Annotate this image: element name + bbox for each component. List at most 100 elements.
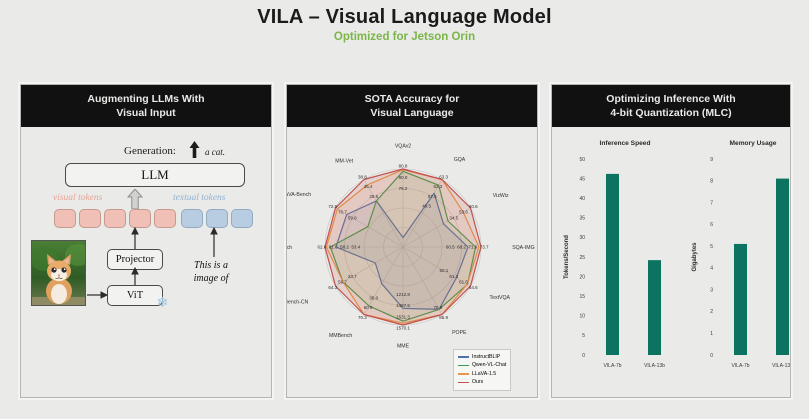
x-axis-tick: VILA-7b (731, 363, 749, 369)
panel-2-body: VQAv2 80.8 80.0 78.2 GQA 63.3 63.3 57.5 49.5 VizW… (262, 127, 537, 397)
radar-value-label: 80.8 (399, 164, 408, 169)
bar-chart-0: Inference Speed50454035302520151050Token… (564, 140, 665, 369)
bar-chart-1: Memory Usage 9 8 7 6 5 4 3 2 1 0 Gigabytes VILA-7b VI… (692, 140, 793, 369)
textual-tokens-label: textual tokens (173, 193, 226, 203)
radar-axis-label-mmbench-cn: MMBench-CN (287, 300, 309, 306)
vit-block: ViT (107, 285, 163, 306)
visual-token (154, 209, 176, 228)
input-image-cat (31, 240, 86, 306)
y-axis-tick: 9 (710, 157, 713, 163)
radar-value-label: 85.9 (439, 315, 448, 320)
radar-value-label: 34.5 (449, 215, 458, 220)
radar-value-label: 60.6 (364, 305, 373, 310)
visual-token (54, 209, 76, 228)
radar-value-label: 64.3 (328, 285, 337, 290)
text-prompt: This is a image of (175, 260, 247, 285)
legend-item: LLaVA-1.5 (458, 370, 506, 378)
panel-3-header: Optimizing Inference With 4-bit Quantiza… (552, 85, 790, 127)
radar-value-label: 1531.3 (396, 314, 410, 319)
panel-sota-accuracy: SOTA Accuracy for Visual Language VQAv2 8… (262, 84, 538, 398)
radar-value-label: 25.6 (369, 194, 378, 199)
bar-charts: Inference Speed 50 45 40 35 30 25 20 15 10 5 0 Token… (552, 127, 793, 397)
legend-label: LLaVA-1.5 (472, 370, 497, 377)
legend-swatch-ours (458, 381, 469, 384)
y-axis-tick: 4 (710, 266, 713, 272)
llm-block: LLM (65, 163, 245, 187)
panel-optimizing-inference: Optimizing Inference With 4-bit Quantiza… (551, 84, 793, 398)
bar-charts-svg: Inference Speed50454035302520151050Token… (564, 140, 793, 369)
textual-token (181, 209, 203, 228)
radar-value-label: 70.3 (358, 315, 367, 320)
legend-swatch-instructblip (458, 356, 469, 358)
legend-label: Qwen-VL-Chat (472, 362, 507, 369)
fusion-arrow-icon (127, 189, 143, 209)
y-axis-tick: 25 (579, 255, 585, 261)
bar-VILA-7b (734, 243, 747, 355)
radar-value-label: 50.1 (440, 268, 449, 273)
legend-item: InstructBLIP (458, 353, 506, 361)
y-axis-tick: 3 (710, 287, 713, 293)
radar-axis-label-mm-vet: MM-Vet (335, 159, 353, 165)
y-axis-tick: 5 (710, 244, 713, 250)
y-axis-tick: 15 (579, 294, 585, 300)
radar-value-label: 63.3 (439, 174, 448, 179)
radar-value-label: 53.4 (351, 245, 360, 250)
radar-axis-label-pope: POPE (452, 330, 467, 336)
y-axis-tick: 45 (579, 176, 585, 182)
textual-token (231, 209, 253, 228)
vlm-architecture-diagram: Generation: a cat. LLM visual tokens tex… (21, 127, 271, 397)
legend-swatch-llava-15 (458, 373, 469, 375)
page-subtitle: Optimized for Jetson Orin (333, 31, 476, 43)
panel-1-title-line1: Augmenting LLMs With (87, 92, 205, 105)
radar-axis-label-textvqa: TextVQA (490, 295, 511, 301)
generation-arrow-icon (189, 141, 200, 158)
panel-2-title-line2: Visual Language (370, 107, 454, 119)
panel-3-body: Inference Speed 50 45 40 35 30 25 20 15 10 5 0 Token… (552, 127, 793, 397)
radar-axis-label-gqa: GQA (454, 157, 466, 163)
y-axis-tick: 40 (579, 196, 585, 202)
radar-axis-label-mmbench: MMBench (329, 333, 352, 339)
legend-item: Qwen-VL-Chat (458, 361, 506, 369)
panel-2-header: SOTA Accuracy for Visual Language (287, 85, 537, 127)
radar-value-label: 61.5 (459, 280, 468, 285)
legend-item: Ours (458, 378, 506, 386)
panel-3-title-line2: 4-bit Quantization (MLC) (610, 107, 732, 119)
radar-value-label: 64.6 (469, 285, 478, 290)
x-axis-tick: VILA-7b (603, 363, 621, 369)
radar-value-label: 38.8 (358, 174, 367, 179)
y-axis-tick: 10 (579, 314, 585, 320)
radar-value-label: 56.7 (338, 280, 347, 285)
y-axis-tick: 50 (579, 157, 585, 163)
radar-axis-label-vizwiz: VizWiz (493, 193, 509, 199)
legend-label: InstructBLIP (472, 354, 501, 360)
bar-VILA-13b (776, 178, 789, 355)
panel-1-body: Generation: a cat. LLM visual tokens tex… (21, 127, 271, 397)
radar-value-label: 73.7 (480, 245, 489, 250)
visual-token (79, 209, 101, 228)
panel-1-title-line2: Visual Input (116, 107, 176, 119)
radar-value-label: 62.8 (318, 245, 327, 250)
y-axis-tick: 0 (582, 353, 585, 359)
radar-value-label: 58.2 (340, 245, 349, 250)
bar-chart-title: Memory Usage (730, 140, 777, 147)
y-axis-tick: 8 (710, 179, 713, 185)
prompt-line-2: image of (193, 272, 229, 284)
panel-1-header: Augmenting LLMs With Visual Input (21, 85, 271, 127)
panel-2-title-line1: SOTA Accuracy for (364, 92, 460, 105)
radar-value-label: 36.0 (369, 295, 378, 300)
prompt-line-1: This is a (194, 260, 228, 271)
radar-value-label: 61.3 (449, 274, 458, 279)
legend-label: Ours (472, 379, 484, 386)
radar-value-label: 1212.8 (396, 292, 410, 297)
panel-augmenting-llms: Augmenting LLMs With Visual Input Genera… (20, 84, 272, 398)
generation-output: a cat. (205, 147, 225, 157)
radar-value-label: 61.6 (329, 245, 338, 250)
y-axis-tick: 20 (579, 274, 585, 280)
radar-value-label: 35.4 (364, 184, 373, 189)
y-axis-tick: 1 (710, 331, 713, 337)
visual-token (104, 209, 126, 228)
y-axis-tick: 2 (710, 309, 713, 315)
radar-value-label: 63.3 (434, 184, 443, 189)
legend-swatch-qwen-vl-chat (458, 364, 469, 367)
